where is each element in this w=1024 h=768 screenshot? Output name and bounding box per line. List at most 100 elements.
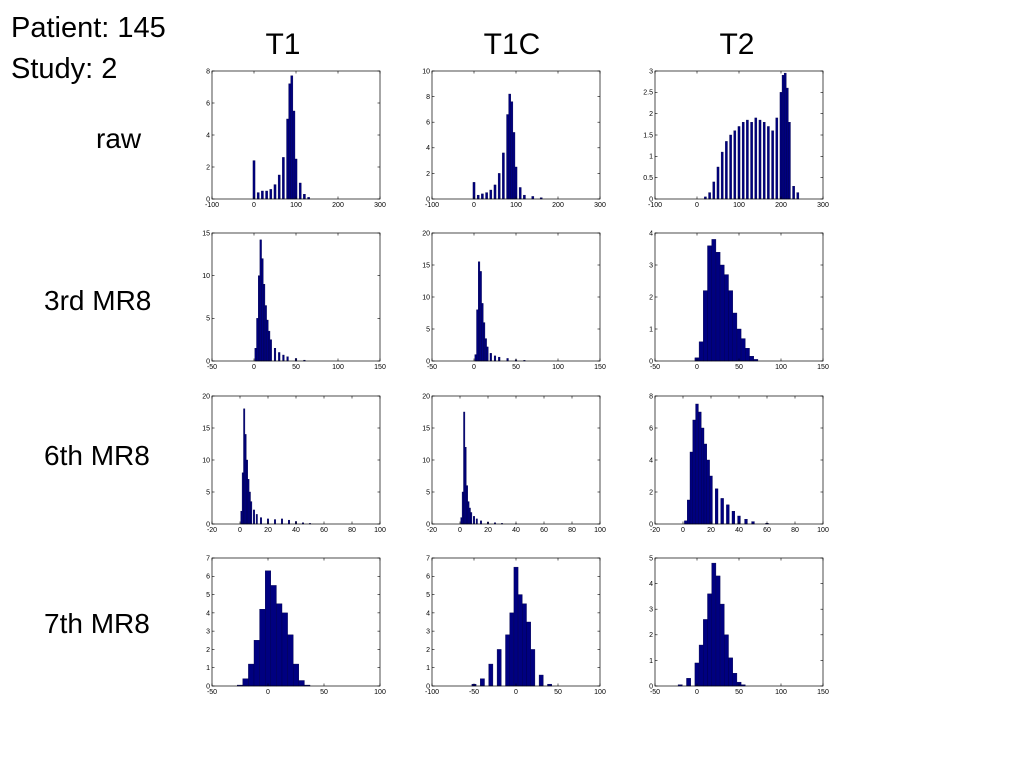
x-tick-label: 0 — [238, 527, 242, 534]
x-tick-label: 40 — [292, 527, 300, 534]
histogram-bar — [288, 519, 290, 525]
histogram-bar — [256, 318, 259, 362]
histogram-bar — [758, 119, 762, 200]
y-tick-label: 15 — [422, 425, 430, 432]
histogram-bar — [505, 634, 510, 687]
histogram-bar — [288, 83, 291, 200]
histogram-bar — [712, 181, 716, 200]
row-label-7th-mr8: 7th MR8 — [44, 608, 150, 639]
y-tick-label: 0.5 — [643, 175, 653, 182]
histogram-bar — [731, 510, 735, 525]
histogram-bar — [259, 609, 266, 687]
histogram-bar — [708, 192, 711, 200]
histogram-bar — [692, 419, 696, 525]
histogram-bar — [736, 328, 742, 362]
y-tick-label: 0 — [649, 358, 653, 365]
histogram-bar — [277, 174, 281, 200]
histogram-bar — [538, 674, 544, 687]
x-tick-label: 0 — [681, 527, 685, 534]
x-tick-label: 50 — [292, 364, 300, 371]
y-tick-label: 10 — [202, 273, 210, 280]
histogram-bar — [684, 520, 688, 525]
histogram-bar — [254, 347, 257, 362]
histogram-bar — [273, 347, 277, 362]
histogram-bar — [522, 603, 527, 687]
histogram-bar — [749, 355, 754, 362]
histogram-bar — [483, 322, 486, 362]
histogram-bar — [509, 612, 515, 687]
histogram-bar — [737, 126, 741, 200]
histogram-bar — [754, 117, 758, 200]
y-tick-label: 6 — [426, 574, 430, 581]
histogram-bar — [724, 274, 729, 362]
x-tick-label: -50 — [650, 364, 660, 371]
histogram-bar — [762, 122, 766, 200]
histogram-bar — [703, 619, 708, 687]
y-tick-label: 2 — [206, 647, 210, 654]
histogram-bar — [480, 520, 482, 525]
histogram-bar — [270, 585, 277, 687]
x-tick-label: 0 — [458, 527, 462, 534]
y-tick-label: 6 — [206, 574, 210, 581]
x-tick-label: 60 — [320, 527, 328, 534]
histogram-bar — [781, 75, 785, 200]
histogram-bar — [741, 122, 745, 200]
histogram-bar — [701, 427, 705, 525]
histogram-bar — [242, 678, 249, 687]
y-tick-label: 20 — [202, 393, 210, 400]
y-tick-label: 0 — [206, 196, 210, 203]
histogram-bar — [478, 261, 481, 362]
y-tick-label: 0 — [206, 521, 210, 528]
x-tick-label: 100 — [290, 202, 302, 209]
histogram-bar — [282, 354, 285, 362]
histogram-bar — [719, 264, 725, 362]
histogram-bar — [464, 447, 467, 525]
y-tick-label: 5 — [426, 592, 430, 599]
histogram-bar — [484, 338, 487, 362]
x-tick-label: 40 — [512, 527, 520, 534]
histogram-bar — [711, 239, 717, 362]
y-tick-label: 2 — [426, 647, 430, 654]
x-tick-label: 60 — [540, 527, 548, 534]
y-tick-label: 2 — [206, 164, 210, 171]
x-tick-label: 0 — [695, 202, 699, 209]
x-tick-label: 60 — [763, 527, 771, 534]
histogram-bar — [480, 678, 485, 687]
y-tick-label: 0 — [426, 683, 430, 690]
y-tick-label: 3 — [649, 607, 653, 614]
y-tick-label: 4 — [649, 457, 653, 464]
y-tick-label: 10 — [422, 457, 430, 464]
histogram-bar — [744, 518, 748, 525]
y-tick-label: 0 — [206, 683, 210, 690]
histogram-bar — [258, 275, 261, 362]
y-tick-label: 8 — [649, 393, 653, 400]
histogram-bar — [523, 194, 526, 200]
y-tick-label: 3 — [206, 629, 210, 636]
histogram-bar — [512, 132, 516, 200]
histogram-bar — [463, 411, 466, 525]
histogram-bar — [720, 151, 724, 200]
histogram-bar — [711, 562, 717, 687]
y-tick-label: 8 — [206, 68, 210, 75]
histogram-bar — [745, 347, 750, 362]
x-tick-label: 200 — [775, 202, 787, 209]
histogram-bar — [751, 521, 755, 525]
x-tick-label: 0 — [252, 364, 256, 371]
y-tick-label: 4 — [649, 230, 653, 237]
y-tick-label: 15 — [202, 425, 210, 432]
histogram-bar — [732, 672, 738, 687]
x-tick-label: 40 — [735, 527, 743, 534]
histogram-bar — [715, 488, 719, 525]
histogram-bar — [290, 75, 294, 200]
y-tick-label: 1 — [426, 665, 430, 672]
histogram-bar — [531, 196, 535, 200]
histogram-bar — [240, 510, 243, 525]
histogram-bar — [265, 570, 272, 687]
patient-label: Patient: 145 — [11, 12, 166, 44]
histogram-bar — [281, 518, 283, 525]
x-tick-label: 200 — [332, 202, 344, 209]
x-tick-label: 0 — [514, 689, 518, 696]
